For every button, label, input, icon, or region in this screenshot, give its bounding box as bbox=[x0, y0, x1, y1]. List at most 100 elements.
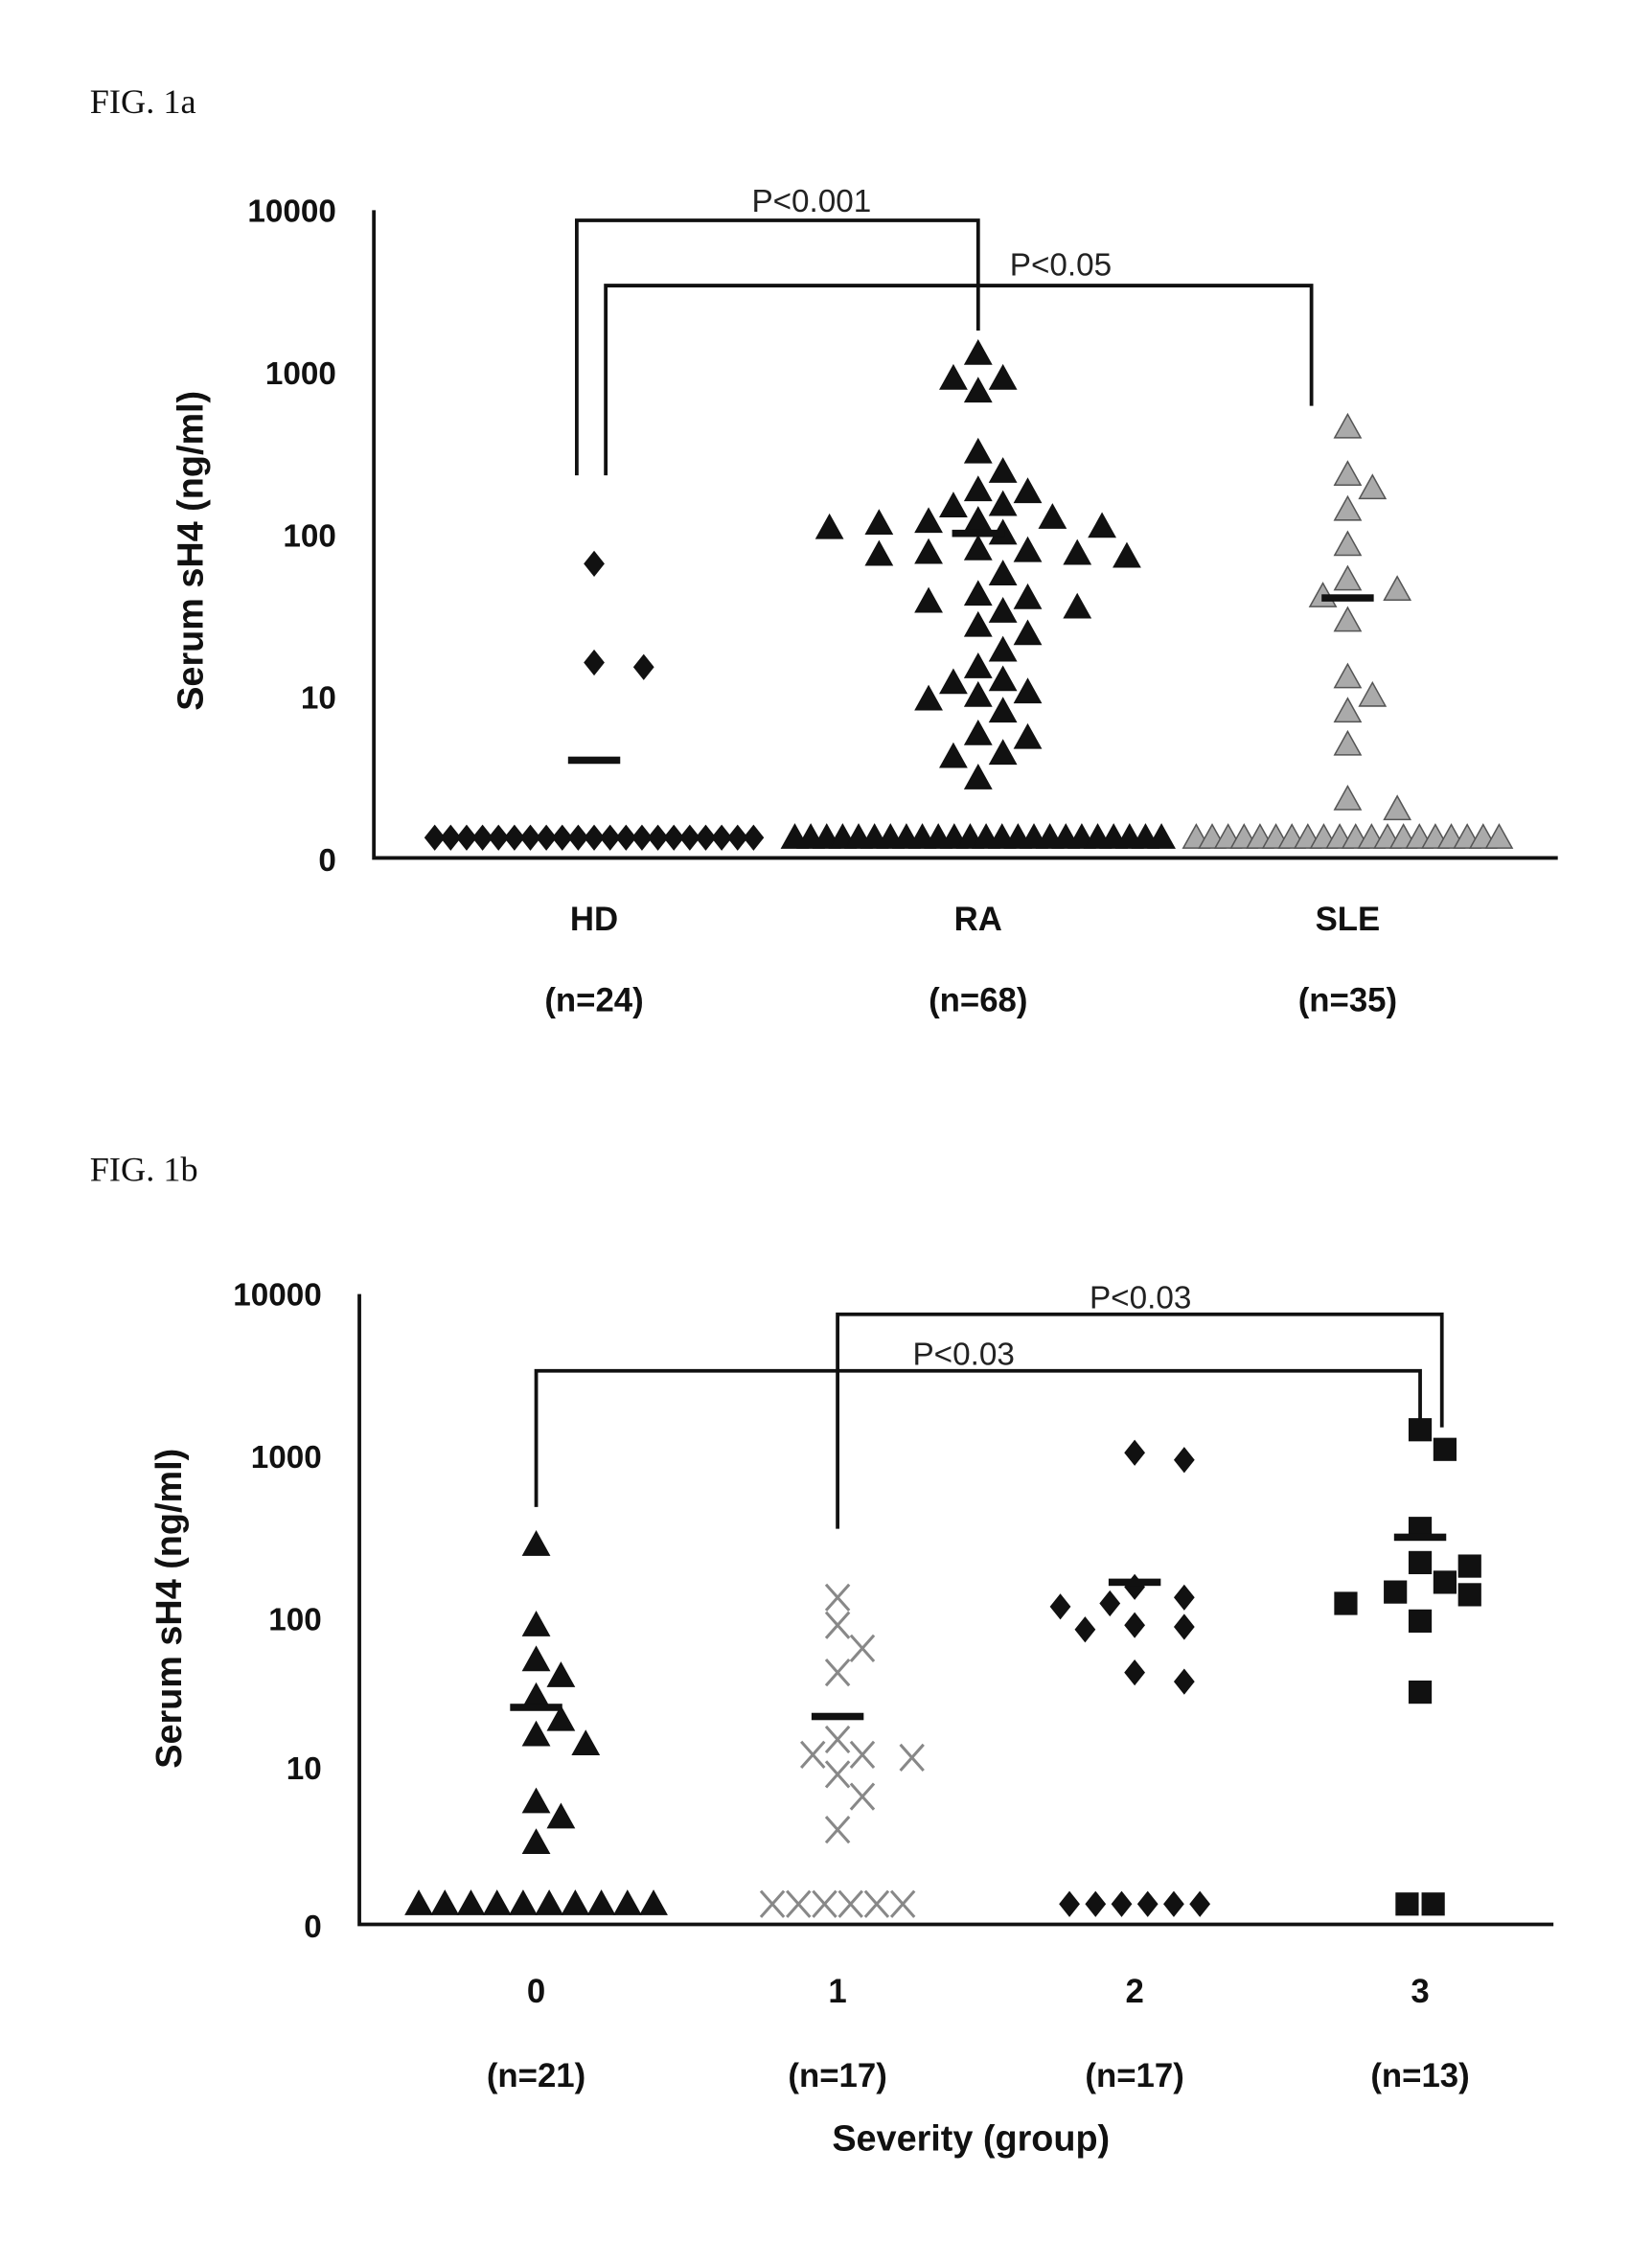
triangle-point bbox=[1383, 575, 1412, 602]
triangle-point bbox=[521, 1720, 551, 1747]
p-value-label: P<0.03 bbox=[1090, 1281, 1191, 1316]
significance-bracket bbox=[836, 1312, 1444, 1529]
triangle-point bbox=[1088, 512, 1116, 538]
triangle-point bbox=[1147, 823, 1176, 849]
triangle-point bbox=[988, 597, 1018, 623]
triangle-point bbox=[914, 507, 943, 534]
diamond-point bbox=[1049, 1593, 1071, 1620]
triangle-point bbox=[963, 377, 993, 403]
y-tick: 0 bbox=[304, 1910, 322, 1945]
n-label: (n=21) bbox=[487, 2058, 585, 2094]
triangle-point bbox=[963, 580, 993, 606]
square-point bbox=[1408, 1418, 1433, 1442]
x-point bbox=[824, 1611, 851, 1639]
square-point bbox=[1334, 1591, 1358, 1615]
triangle-point bbox=[963, 719, 993, 745]
triangle-point bbox=[988, 490, 1018, 516]
median-bar bbox=[1108, 1578, 1161, 1587]
x-tick-label: SLE bbox=[1316, 902, 1381, 938]
triangle-point bbox=[963, 680, 993, 707]
diamond-point bbox=[1136, 1890, 1159, 1917]
triangle-point bbox=[914, 586, 943, 613]
diamond-point bbox=[711, 824, 733, 851]
n-label: (n=35) bbox=[1298, 983, 1397, 1019]
median-bar bbox=[811, 1712, 864, 1721]
diamond-point bbox=[726, 824, 748, 851]
diamond-point bbox=[599, 824, 621, 851]
x-point bbox=[889, 1889, 916, 1918]
x-point bbox=[824, 1583, 851, 1612]
triangle-point bbox=[1333, 784, 1363, 811]
significance-bracket bbox=[534, 1368, 1422, 1507]
n-label: (n=68) bbox=[929, 983, 1027, 1019]
n-label: (n=24) bbox=[544, 983, 643, 1019]
triangle-point bbox=[963, 610, 993, 637]
square-point bbox=[1457, 1554, 1481, 1578]
diamond-point bbox=[1124, 1573, 1146, 1600]
y-tick: 10000 bbox=[233, 1278, 322, 1314]
triangle-point bbox=[521, 1787, 551, 1814]
x-point bbox=[824, 1760, 851, 1789]
triangle-point bbox=[1013, 477, 1043, 504]
triangle-point bbox=[1013, 677, 1043, 704]
triangle-point bbox=[939, 363, 968, 390]
diamond-point bbox=[1124, 1659, 1146, 1686]
triangle-point bbox=[639, 1889, 668, 1915]
triangle-point bbox=[939, 742, 968, 768]
x-point bbox=[837, 1889, 863, 1918]
x-point bbox=[759, 1889, 786, 1918]
square-point bbox=[1408, 1680, 1433, 1704]
diamond-point bbox=[632, 653, 654, 680]
x-tick-label: 2 bbox=[1125, 1974, 1143, 2010]
n-label: (n=17) bbox=[1085, 2058, 1183, 2094]
diamond-point bbox=[1173, 1584, 1195, 1611]
diamond-point bbox=[536, 824, 558, 851]
triangle-point bbox=[1333, 729, 1363, 756]
data-points bbox=[404, 1418, 1481, 1918]
median-bar bbox=[567, 756, 621, 765]
y-tick: 1000 bbox=[251, 1440, 322, 1476]
diamond-point bbox=[424, 824, 446, 851]
triangle-point bbox=[1333, 494, 1363, 521]
triangle-point bbox=[404, 1889, 433, 1915]
diamond-point bbox=[440, 824, 462, 851]
triangle-point bbox=[586, 1889, 616, 1915]
triangle-point bbox=[430, 1889, 460, 1915]
triangle-point bbox=[988, 363, 1018, 390]
triangle-point bbox=[1358, 473, 1388, 500]
triangle-point bbox=[963, 475, 993, 502]
triangle-point bbox=[571, 1729, 601, 1756]
triangle-point bbox=[1013, 722, 1043, 749]
y-tick: 10 bbox=[287, 1751, 322, 1787]
x-point bbox=[863, 1889, 890, 1918]
y-tick: 100 bbox=[268, 1602, 322, 1637]
triangle-point bbox=[914, 538, 943, 564]
x-tick-label: RA bbox=[954, 902, 1002, 938]
y-tick: 10000 bbox=[247, 194, 336, 230]
triangle-point bbox=[546, 1704, 576, 1731]
x-point bbox=[849, 1740, 876, 1770]
n-label: (n=13) bbox=[1370, 2058, 1469, 2094]
triangle-point bbox=[1038, 503, 1067, 529]
chart-1a: Serum sH4 (ng/ml) 10000 1000 100 10 0 HD… bbox=[172, 184, 1558, 1019]
triangle-point bbox=[988, 697, 1018, 723]
triangle-point bbox=[815, 513, 844, 539]
triangle-point bbox=[1333, 662, 1363, 689]
x-point bbox=[824, 1725, 851, 1754]
axes bbox=[357, 1293, 1554, 1927]
x-tick-label: 3 bbox=[1411, 1974, 1429, 2010]
diamond-point bbox=[471, 824, 493, 851]
diamond-point bbox=[1111, 1890, 1133, 1917]
y-tick: 0 bbox=[318, 843, 336, 879]
diamond-point bbox=[1189, 1890, 1211, 1917]
triangle-point bbox=[963, 338, 993, 365]
x-point bbox=[786, 1889, 812, 1918]
triangle-point bbox=[1013, 619, 1043, 646]
triangle-point bbox=[1013, 583, 1043, 609]
y-axis-label: Serum sH4 (ng/ml) bbox=[172, 391, 212, 711]
diamond-point bbox=[1173, 1447, 1195, 1474]
median-bar bbox=[952, 529, 1005, 538]
significance-bracket bbox=[604, 284, 1314, 476]
triangle-point bbox=[988, 739, 1018, 766]
median-bar bbox=[510, 1704, 562, 1711]
